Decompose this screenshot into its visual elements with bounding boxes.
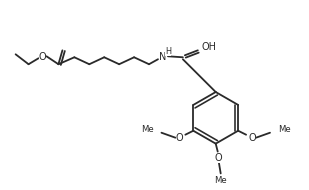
Text: O: O <box>39 52 46 62</box>
Text: O: O <box>176 133 183 143</box>
Text: Me: Me <box>214 176 227 185</box>
Text: N: N <box>159 52 167 62</box>
Text: O: O <box>215 153 222 162</box>
Text: Me: Me <box>141 125 154 134</box>
Text: OH: OH <box>202 42 217 52</box>
Text: H: H <box>165 47 171 56</box>
Text: O: O <box>248 133 256 143</box>
Text: Me: Me <box>278 125 290 134</box>
